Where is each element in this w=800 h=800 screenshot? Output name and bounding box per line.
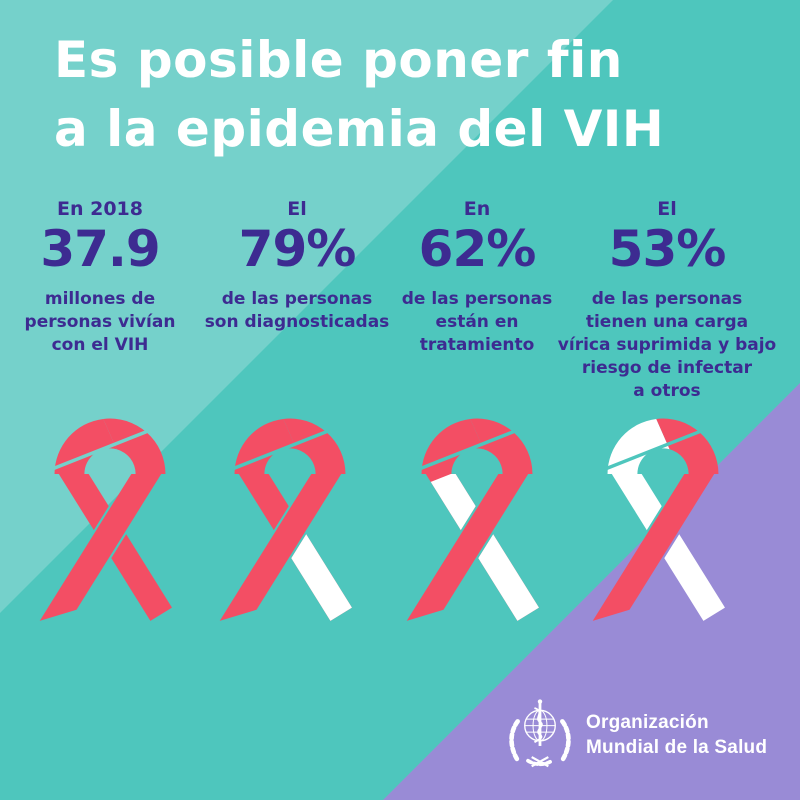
stat-description: de las personas son diagnosticadas	[204, 289, 390, 332]
awareness-ribbon-100pct-icon	[30, 410, 190, 634]
stat-column-treatment: En 62% de las personas están en tratamient…	[388, 197, 566, 357]
title-line-1: Es posible poner fin	[54, 31, 623, 89]
awareness-ribbon-53pct-icon	[583, 410, 743, 634]
who-emblem-icon	[503, 694, 577, 776]
who-wordmark-line-1: Organización	[586, 712, 709, 733]
stat-label: El	[657, 198, 677, 220]
awareness-ribbon-79pct-icon	[210, 410, 370, 634]
title-line-2: a la epidemia del VIH	[54, 100, 665, 158]
stat-label: En 2018	[56, 198, 143, 220]
awareness-ribbon-62pct-icon	[397, 410, 557, 634]
stat-column-diagnosed: El 79% de las personas son diagnosticadas	[203, 197, 391, 334]
stat-value: 62%	[418, 220, 537, 278]
stat-value: 53%	[608, 220, 727, 278]
stat-description: millones de personas vivían con el VIH	[24, 289, 176, 355]
stat-description: de las personas tienen una carga vírica su…	[557, 289, 777, 401]
stat-label: En	[463, 198, 491, 220]
who-wordmark: Organización Mundial de la Salud	[586, 710, 767, 760]
who-wordmark-line-2: Mundial de la Salud	[586, 737, 768, 758]
stat-column-suppressed: El 53% de las personas tienen una carga ví…	[547, 197, 787, 403]
stat-column-2018: En 2018 37.9 millones de personas vivían c…	[8, 197, 192, 357]
who-logo: Organización Mundial de la Salud	[503, 694, 767, 776]
stat-description: de las personas están en tratamiento	[401, 289, 553, 355]
page-title: Es posible poner fin a la epidemia del VI…	[54, 26, 664, 164]
stat-label: El	[287, 198, 307, 220]
stat-value: 79%	[238, 220, 357, 278]
stat-value: 37.9	[40, 220, 160, 278]
